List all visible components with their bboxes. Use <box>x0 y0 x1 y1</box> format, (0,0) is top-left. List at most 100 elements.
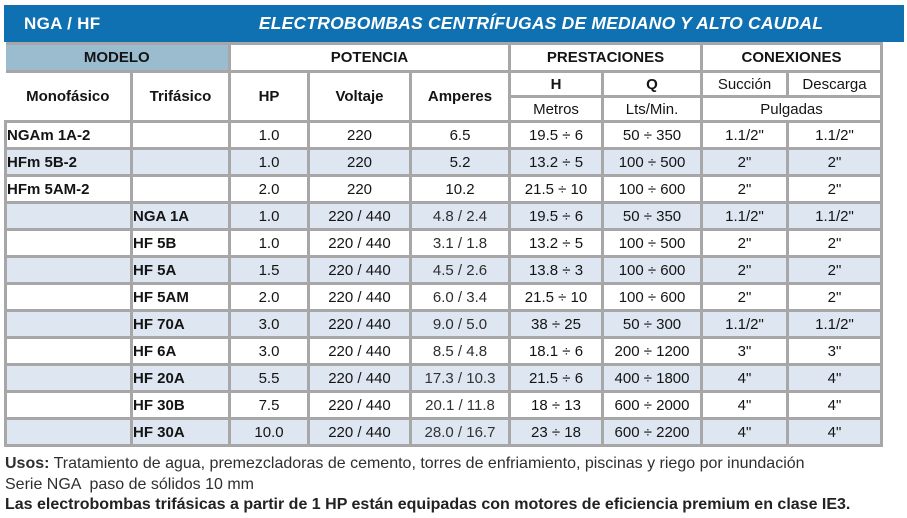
cell-hp: 1.0 <box>228 201 310 231</box>
cell-trifasico: HF 70A <box>130 309 231 339</box>
cell-amperes: 6.0 / 3.4 <box>409 282 511 312</box>
cell-monofasico: HFm 5AM-2 <box>4 174 133 204</box>
unit-header-pulgadas: Pulgadas <box>700 95 883 123</box>
cell-voltaje: 220 <box>307 147 412 177</box>
cell-descarga: 2" <box>786 174 883 204</box>
cell-trifasico: HF 20A <box>130 363 231 393</box>
cell-hp: 3.0 <box>228 309 310 339</box>
cell-q: 100 ÷ 600 <box>601 174 703 204</box>
cell-hp: 1.0 <box>228 147 310 177</box>
cell-h: 18.1 ÷ 6 <box>508 336 604 366</box>
table-body: NGAm 1A-2 1.0 220 6.5 19.5 ÷ 6 50 ÷ 350 1.1/2"… <box>4 120 883 447</box>
cell-amperes: 10.2 <box>409 174 511 204</box>
cell-succion: 1.1/2" <box>700 201 789 231</box>
cell-succion: 4" <box>700 417 789 447</box>
serie-line: Serie NGA paso de sólidos 10 mm <box>5 475 255 493</box>
cell-trifasico: HF 5AM <box>130 282 231 312</box>
cell-voltaje: 220 / 440 <box>307 309 412 339</box>
cell-h: 21.5 ÷ 10 <box>508 282 604 312</box>
cell-voltaje: 220 / 440 <box>307 228 412 258</box>
cell-trifasico: HF 5A <box>130 255 231 285</box>
cell-hp: 1.0 <box>228 228 310 258</box>
cell-trifasico: HF 5B <box>130 228 231 258</box>
cell-h: 13.2 ÷ 5 <box>508 228 604 258</box>
table-row: HF 30A 10.0 220 / 440 28.0 / 16.7 23 ÷ 18 600… <box>4 417 883 447</box>
cell-monofasico: NGAm 1A-2 <box>4 120 133 150</box>
cell-voltaje: 220 / 440 <box>307 363 412 393</box>
cell-descarga: 1.1/2" <box>786 309 883 339</box>
cell-descarga: 2" <box>786 282 883 312</box>
cell-monofasico <box>4 255 133 285</box>
cell-monofasico <box>4 228 133 258</box>
cell-h: 21.5 ÷ 6 <box>508 363 604 393</box>
cell-voltaje: 220 / 440 <box>307 201 412 231</box>
cell-descarga: 4" <box>786 417 883 447</box>
cell-monofasico: HFm 5B-2 <box>4 147 133 177</box>
col-header-monofasico: Monofásico <box>5 70 133 123</box>
cell-q: 50 ÷ 350 <box>601 120 703 150</box>
cell-q: 100 ÷ 500 <box>601 228 703 258</box>
table-row: HF 30B 7.5 220 / 440 20.1 / 11.8 18 ÷ 13 600 … <box>4 390 883 420</box>
cell-monofasico <box>4 417 133 447</box>
cell-succion: 2" <box>700 255 789 285</box>
cell-h: 38 ÷ 25 <box>508 309 604 339</box>
cell-descarga: 2" <box>786 255 883 285</box>
nota-line: Las electrobombas trifásicas a partir de… <box>5 496 851 513</box>
header-banner: NGA / HF ELECTROBOMBAS CENTRÍFUGAS DE ME… <box>4 5 904 42</box>
cell-amperes: 8.5 / 4.8 <box>409 336 511 366</box>
col-header-descarga: Descarga <box>786 70 883 98</box>
table-row: HF 5AM 2.0 220 / 440 6.0 / 3.4 21.5 ÷ 10 100 … <box>4 282 883 312</box>
cell-q: 50 ÷ 350 <box>601 201 703 231</box>
cell-succion: 1.1/2" <box>700 120 789 150</box>
cell-trifasico: NGA 1A <box>130 201 231 231</box>
cell-monofasico <box>4 336 133 366</box>
cell-q: 100 ÷ 600 <box>601 282 703 312</box>
cell-hp: 10.0 <box>228 417 310 447</box>
cell-trifasico: HF 6A <box>130 336 231 366</box>
cell-descarga: 1.1/2" <box>786 120 883 150</box>
col-header-trifasico: Trifásico <box>130 70 231 123</box>
cell-q: 600 ÷ 2000 <box>601 390 703 420</box>
series-code: NGA / HF <box>24 13 101 33</box>
cell-succion: 2" <box>700 282 789 312</box>
cell-voltaje: 220 <box>307 174 412 204</box>
cell-voltaje: 220 / 440 <box>307 390 412 420</box>
cell-succion: 4" <box>700 363 789 393</box>
cell-q: 100 ÷ 600 <box>601 255 703 285</box>
col-header-hp: HP <box>228 70 310 123</box>
cell-hp: 7.5 <box>228 390 310 420</box>
col-header-voltaje: Voltaje <box>307 70 412 123</box>
footer-notes: Usos: Tratamiento de agua, premezcladora… <box>5 454 907 516</box>
cell-q: 600 ÷ 2200 <box>601 417 703 447</box>
cell-voltaje: 220 / 440 <box>307 255 412 285</box>
cell-hp: 2.0 <box>228 174 310 204</box>
cell-monofasico <box>4 363 133 393</box>
cell-voltaje: 220 <box>307 120 412 150</box>
cell-succion: 2" <box>700 174 789 204</box>
unit-header-row: Metros Lts/Min. Pulgadas <box>6 95 883 123</box>
group-header-modelo: MODELO <box>5 42 231 73</box>
cell-monofasico <box>4 309 133 339</box>
cell-descarga: 1.1/2" <box>786 201 883 231</box>
cell-amperes: 4.5 / 2.6 <box>409 255 511 285</box>
cell-succion: 2" <box>700 228 789 258</box>
cell-h: 23 ÷ 18 <box>508 417 604 447</box>
cell-monofasico <box>4 390 133 420</box>
table-row: HF 6A 3.0 220 / 440 8.5 / 4.8 18.1 ÷ 6 200 ÷ … <box>4 336 883 366</box>
usos-label: Usos: <box>5 455 50 472</box>
cell-h: 18 ÷ 13 <box>508 390 604 420</box>
cell-monofasico <box>4 282 133 312</box>
cell-succion: 2" <box>700 147 789 177</box>
unit-header-ltsmin: Lts/Min. <box>601 95 703 123</box>
cell-succion: 3" <box>700 336 789 366</box>
cell-q: 100 ÷ 500 <box>601 147 703 177</box>
group-header-row: MODELO POTENCIA PRESTACIONES CONEXIONES <box>5 42 883 73</box>
cell-h: 19.5 ÷ 6 <box>508 201 604 231</box>
cell-voltaje: 220 / 440 <box>307 336 412 366</box>
cell-descarga: 3" <box>786 336 883 366</box>
cell-h: 13.8 ÷ 3 <box>508 255 604 285</box>
cell-descarga: 2" <box>786 228 883 258</box>
cell-descarga: 2" <box>786 147 883 177</box>
cell-trifasico <box>130 120 231 150</box>
column-header-row: Monofásico Trifásico HP Voltaje Amperes … <box>5 70 883 123</box>
